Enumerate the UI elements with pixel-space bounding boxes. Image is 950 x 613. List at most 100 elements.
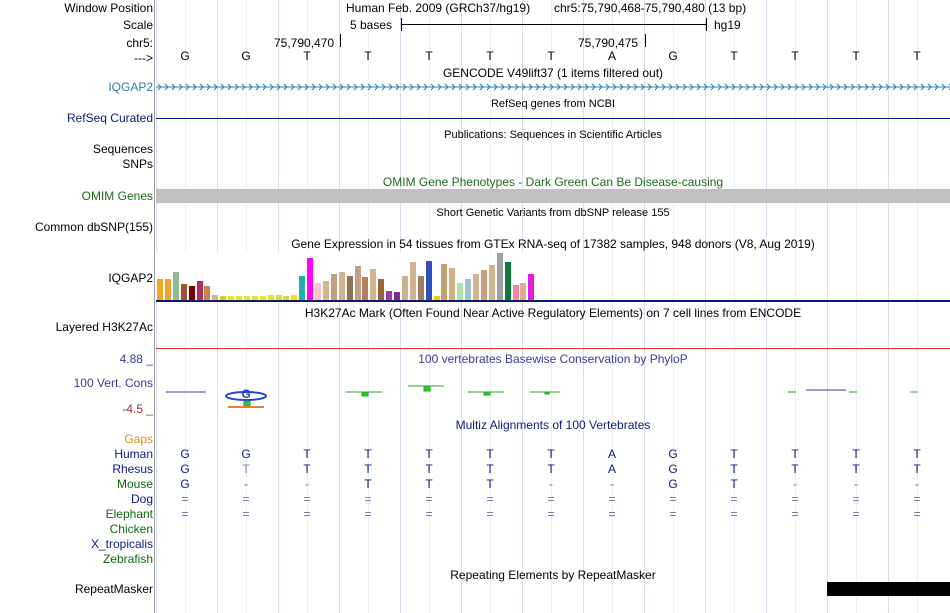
gtex-tissue-bar[interactable] — [172, 272, 179, 300]
h3k27ac-label[interactable]: Layered H3K27Ac — [55, 320, 153, 334]
alignment-base: = — [242, 507, 250, 521]
gtex-tissue-bar[interactable] — [465, 279, 472, 300]
gtex-gene-label[interactable]: IQGAP2 — [108, 271, 153, 285]
omim-feature-bar[interactable] — [156, 189, 950, 203]
gtex-tissue-bar[interactable] — [449, 268, 456, 300]
gtex-tissue-bar[interactable] — [520, 283, 527, 300]
alignment-base: - — [610, 477, 614, 491]
alignment-base: G — [180, 462, 190, 476]
alignment-base: A — [607, 447, 616, 461]
gtex-tissue-bar[interactable] — [354, 266, 361, 300]
alignment-base: T — [303, 462, 311, 476]
gtex-tissue-bar[interactable] — [362, 277, 369, 300]
gtex-tissue-bar[interactable] — [409, 262, 416, 300]
dbsnp-label[interactable]: Common dbSNP(155) — [34, 220, 153, 234]
gtex-tissue-bar[interactable] — [488, 265, 495, 300]
gtex-tissue-bar[interactable] — [528, 274, 535, 300]
repeatmasker-label[interactable]: RepeatMasker — [74, 582, 153, 596]
species-label[interactable]: Rhesus — [112, 462, 153, 476]
gtex-tissue-bar[interactable] — [228, 296, 235, 300]
species-label[interactable]: Human — [114, 447, 153, 461]
gtex-tissue-bar[interactable] — [164, 279, 171, 300]
gtex-tissue-bar[interactable] — [433, 296, 440, 300]
gtex-tissue-bar[interactable] — [378, 279, 385, 300]
alignment-base: = — [608, 507, 616, 521]
repeatmasker-element[interactable] — [827, 582, 950, 596]
reference-base: T — [303, 49, 311, 63]
omim-label[interactable]: OMIM Genes — [81, 189, 153, 203]
gtex-tissue-bar[interactable] — [504, 262, 511, 300]
gtex-tissue-bar[interactable] — [346, 276, 353, 300]
reference-base: T — [486, 49, 494, 63]
gtex-tissue-bar[interactable] — [291, 295, 298, 300]
conservation-label[interactable]: 100 Vert. Cons — [73, 376, 153, 390]
refseq-gene-line[interactable] — [156, 118, 950, 119]
gencode-gene-feature[interactable] — [156, 82, 950, 92]
iqgap2-gene-label[interactable]: IQGAP2 — [108, 80, 153, 94]
alignment-base: G — [668, 447, 678, 461]
gtex-tissue-bar[interactable] — [473, 274, 479, 300]
gtex-tissue-bar[interactable] — [157, 279, 163, 300]
gtex-tissue-bar[interactable] — [180, 284, 187, 300]
gtex-tissue-bar[interactable] — [322, 281, 329, 300]
gtex-tissue-bar[interactable] — [315, 283, 321, 300]
gtex-tissue-bar[interactable] — [267, 295, 274, 300]
gtex-tissue-bar[interactable] — [394, 292, 400, 300]
gtex-tissue-bar[interactable] — [283, 296, 290, 300]
gtex-bar-chart[interactable] — [156, 252, 536, 300]
gtex-tissue-bar[interactable] — [386, 291, 393, 300]
gtex-tissue-bar[interactable] — [401, 276, 408, 300]
chrom-label: chr5: — [126, 36, 153, 50]
species-label[interactable]: Dog — [130, 492, 153, 506]
gtex-tissue-bar[interactable] — [441, 264, 448, 300]
gtex-tissue-bar[interactable] — [425, 261, 432, 300]
gtex-tissue-bar[interactable] — [251, 296, 258, 300]
gtex-tissue-bar[interactable] — [220, 296, 227, 300]
alignment-base: T — [730, 462, 738, 476]
gtex-tissue-bar[interactable] — [307, 258, 314, 300]
species-label[interactable]: X_tropicalis — [90, 537, 153, 551]
assembly-text: Human Feb. 2009 (GRCh37/hg19) — [346, 1, 531, 15]
gtex-tissue-bar[interactable] — [243, 296, 250, 300]
gtex-tissue-bar[interactable] — [496, 253, 503, 300]
alignment-base: = — [486, 492, 494, 506]
alignment-base: = — [303, 492, 311, 506]
gtex-tissue-bar[interactable] — [236, 296, 242, 300]
alignment-base: T — [486, 447, 494, 461]
alignment-base: = — [730, 507, 738, 521]
gtex-tissue-bar[interactable] — [480, 270, 487, 300]
species-label[interactable]: Zebrafish — [102, 552, 153, 566]
gaps-label[interactable]: Gaps — [124, 432, 153, 446]
alignment-base: - — [793, 477, 797, 491]
species-label[interactable]: Elephant — [105, 507, 153, 521]
refseq-label[interactable]: RefSeq Curated — [66, 111, 153, 125]
gtex-tissue-bar[interactable] — [299, 276, 306, 300]
gtex-tissue-bar[interactable] — [204, 286, 211, 300]
alignment-base: T — [486, 462, 494, 476]
reference-base: T — [730, 49, 738, 63]
gtex-tissue-bar[interactable] — [212, 295, 219, 300]
alignment-base: = — [486, 507, 494, 521]
alignment-base: = — [425, 507, 433, 521]
alignment-base: T — [852, 447, 860, 461]
gtex-tissue-bar[interactable] — [370, 269, 377, 300]
alignment-base: T — [303, 447, 311, 461]
gtex-tissue-bar[interactable] — [512, 285, 519, 300]
h3k27ac-signal-line[interactable] — [156, 348, 950, 349]
gtex-tissue-bar[interactable] — [417, 276, 424, 300]
species-label[interactable]: Chicken — [109, 522, 153, 536]
alignment-base: = — [791, 507, 799, 521]
alignment-base: G — [668, 462, 678, 476]
gtex-tissue-bar[interactable] — [457, 283, 464, 300]
species-label[interactable]: Mouse — [116, 477, 153, 491]
gtex-tissue-bar[interactable] — [275, 295, 282, 300]
phylop-conservation-plot[interactable]: G — [156, 380, 950, 412]
sequences-label[interactable]: Sequences — [92, 142, 153, 156]
gtex-tissue-bar[interactable] — [330, 274, 337, 300]
snps-label[interactable]: SNPs — [122, 157, 153, 171]
gtex-tissue-bar[interactable] — [259, 296, 266, 300]
gtex-tissue-bar[interactable] — [196, 281, 203, 300]
gtex-tissue-bar[interactable] — [188, 286, 195, 300]
reference-base: G — [180, 49, 190, 63]
gtex-tissue-bar[interactable] — [338, 272, 345, 300]
